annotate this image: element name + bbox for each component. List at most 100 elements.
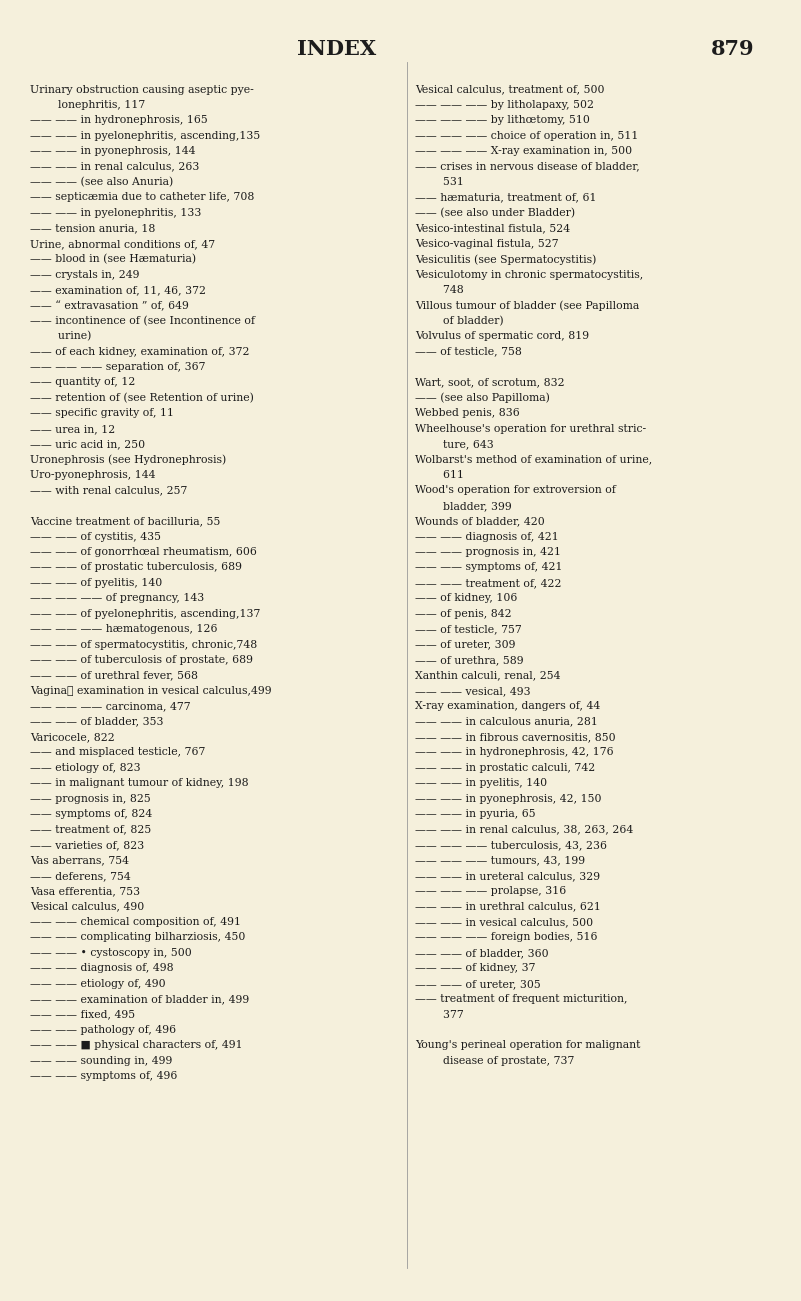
Text: Volvulus of spermatic cord, 819: Volvulus of spermatic cord, 819 bbox=[415, 332, 589, 341]
Text: —— —— —— separation of, 367: —— —— —— separation of, 367 bbox=[30, 362, 206, 372]
Text: —— —— of bladder, 360: —— —— of bladder, 360 bbox=[415, 948, 549, 958]
Text: —— —— in ureteral calculus, 329: —— —— in ureteral calculus, 329 bbox=[415, 870, 600, 881]
Text: —— specific gravity of, 11: —— specific gravity of, 11 bbox=[30, 409, 175, 419]
Text: lonephritis, 117: lonephritis, 117 bbox=[30, 100, 146, 111]
Text: Webbed penis, 836: Webbed penis, 836 bbox=[415, 409, 520, 419]
Text: —— —— ■ physical characters of, 491: —— —— ■ physical characters of, 491 bbox=[30, 1041, 243, 1050]
Text: —— —— in hydronephrosis, 165: —— —— in hydronephrosis, 165 bbox=[30, 116, 208, 125]
Text: —— examination of, 11, 46, 372: —— examination of, 11, 46, 372 bbox=[30, 285, 207, 295]
Text: —— urea in, 12: —— urea in, 12 bbox=[30, 424, 115, 433]
Text: 748: 748 bbox=[415, 285, 464, 295]
Text: Vas aberrans, 754: Vas aberrans, 754 bbox=[30, 856, 130, 865]
Text: —— —— of urethral fever, 568: —— —— of urethral fever, 568 bbox=[30, 670, 199, 680]
Text: Wolbarst's method of examination of urine,: Wolbarst's method of examination of urin… bbox=[415, 454, 652, 464]
Text: —— —— of pyelonephritis, ascending,137: —— —— of pyelonephritis, ascending,137 bbox=[30, 609, 261, 619]
Text: —— —— treatment of, 422: —— —— treatment of, 422 bbox=[415, 578, 562, 588]
Text: —— of kidney, 106: —— of kidney, 106 bbox=[415, 593, 517, 604]
Text: Xanthin calculi, renal, 254: Xanthin calculi, renal, 254 bbox=[415, 670, 561, 680]
Text: —— —— —— of pregnancy, 143: —— —— —— of pregnancy, 143 bbox=[30, 593, 205, 604]
Text: —— —— in hydronephrosis, 42, 176: —— —— in hydronephrosis, 42, 176 bbox=[415, 748, 614, 757]
Text: Vesiculotomy in chronic spermatocystitis,: Vesiculotomy in chronic spermatocystitis… bbox=[415, 269, 643, 280]
Text: —— of testicle, 758: —— of testicle, 758 bbox=[415, 346, 521, 356]
Text: —— —— in pyelitis, 140: —— —— in pyelitis, 140 bbox=[415, 778, 547, 788]
Text: —— symptoms of, 824: —— symptoms of, 824 bbox=[30, 809, 153, 820]
Text: —— —— in calculous anuria, 281: —— —— in calculous anuria, 281 bbox=[415, 717, 598, 727]
Text: Vesico-vaginal fistula, 527: Vesico-vaginal fistula, 527 bbox=[415, 239, 558, 248]
Text: —— —— —— carcinoma, 477: —— —— —— carcinoma, 477 bbox=[30, 701, 191, 712]
Text: —— of each kidney, examination of, 372: —— of each kidney, examination of, 372 bbox=[30, 346, 250, 356]
Text: of bladder): of bladder) bbox=[415, 316, 504, 327]
Text: —— quantity of, 12: —— quantity of, 12 bbox=[30, 377, 136, 388]
Text: —— tension anuria, 18: —— tension anuria, 18 bbox=[30, 224, 156, 233]
Text: Vesiculitis (see Spermatocystitis): Vesiculitis (see Spermatocystitis) bbox=[415, 254, 596, 264]
Text: —— —— of cystitis, 435: —— —— of cystitis, 435 bbox=[30, 532, 162, 541]
Text: —— —— —— tuberculosis, 43, 236: —— —— —— tuberculosis, 43, 236 bbox=[415, 840, 607, 850]
Text: Wart, soot, of scrotum, 832: Wart, soot, of scrotum, 832 bbox=[415, 377, 565, 388]
Text: —— —— of bladder, 353: —— —— of bladder, 353 bbox=[30, 717, 164, 727]
Text: —— —— chemical composition of, 491: —— —— chemical composition of, 491 bbox=[30, 917, 241, 928]
Text: Wheelhouse's operation for urethral stric-: Wheelhouse's operation for urethral stri… bbox=[415, 424, 646, 433]
Text: —— —— of kidney, 37: —— —— of kidney, 37 bbox=[415, 963, 535, 973]
Text: —— —— sounding in, 499: —— —— sounding in, 499 bbox=[30, 1056, 173, 1066]
Text: —— —— of tuberculosis of prostate, 689: —— —— of tuberculosis of prostate, 689 bbox=[30, 654, 253, 665]
Text: —— —— —— tumours, 43, 199: —— —— —— tumours, 43, 199 bbox=[415, 856, 585, 865]
Text: —— —— pathology of, 496: —— —— pathology of, 496 bbox=[30, 1025, 176, 1036]
Text: 377: 377 bbox=[415, 1010, 464, 1020]
Text: Urinary obstruction causing aseptic pye-: Urinary obstruction causing aseptic pye- bbox=[30, 85, 254, 95]
Text: —— blood in (see Hæmaturia): —— blood in (see Hæmaturia) bbox=[30, 254, 196, 264]
Text: 611: 611 bbox=[415, 470, 464, 480]
Text: Vesical calculus, 490: Vesical calculus, 490 bbox=[30, 902, 145, 912]
Text: —— —— in pyelonephritis, ascending,135: —— —— in pyelonephritis, ascending,135 bbox=[30, 131, 260, 141]
Text: —— of ureter, 309: —— of ureter, 309 bbox=[415, 640, 515, 649]
Text: —— crises in nervous disease of bladder,: —— crises in nervous disease of bladder, bbox=[415, 161, 640, 172]
Text: —— —— —— prolapse, 316: —— —— —— prolapse, 316 bbox=[415, 886, 566, 896]
Text: —— —— in renal calculus, 263: —— —— in renal calculus, 263 bbox=[30, 161, 199, 172]
Text: 879: 879 bbox=[711, 39, 755, 60]
Text: Wounds of bladder, 420: Wounds of bladder, 420 bbox=[415, 516, 545, 526]
Text: —— —— • cystoscopy in, 500: —— —— • cystoscopy in, 500 bbox=[30, 948, 192, 958]
Text: Vesical calculus, treatment of, 500: Vesical calculus, treatment of, 500 bbox=[415, 85, 605, 95]
Text: —— treatment of frequent micturition,: —— treatment of frequent micturition, bbox=[415, 994, 627, 1004]
Text: —— hæmaturia, treatment of, 61: —— hæmaturia, treatment of, 61 bbox=[415, 193, 597, 203]
Text: —— —— —— hæmatogenous, 126: —— —— —— hæmatogenous, 126 bbox=[30, 624, 218, 634]
Text: —— —— diagnosis of, 421: —— —— diagnosis of, 421 bbox=[415, 532, 558, 541]
Text: —— of urethra, 589: —— of urethra, 589 bbox=[415, 654, 524, 665]
Text: —— —— prognosis in, 421: —— —— prognosis in, 421 bbox=[415, 546, 561, 557]
Text: —— —— diagnosis of, 498: —— —— diagnosis of, 498 bbox=[30, 963, 174, 973]
Text: —— of penis, 842: —— of penis, 842 bbox=[415, 609, 512, 619]
Text: —— treatment of, 825: —— treatment of, 825 bbox=[30, 825, 151, 834]
Text: —— —— etiology of, 490: —— —— etiology of, 490 bbox=[30, 978, 166, 989]
Text: —— of testicle, 757: —— of testicle, 757 bbox=[415, 624, 521, 634]
Text: —— —— vesical, 493: —— —— vesical, 493 bbox=[415, 686, 530, 696]
Text: —— uric acid in, 250: —— uric acid in, 250 bbox=[30, 440, 146, 449]
Text: —— —— complicating bilharziosis, 450: —— —— complicating bilharziosis, 450 bbox=[30, 933, 246, 942]
Text: —— —— in pyonephrosis, 144: —— —— in pyonephrosis, 144 bbox=[30, 146, 196, 156]
Text: —— —— —— by lithœtomy, 510: —— —— —— by lithœtomy, 510 bbox=[415, 116, 590, 125]
Text: INDEX: INDEX bbox=[297, 39, 376, 60]
Text: —— —— of gonorrhœal rheumatism, 606: —— —— of gonorrhœal rheumatism, 606 bbox=[30, 546, 257, 557]
Text: Vaginaℓ examination in vesical calculus,499: Vaginaℓ examination in vesical calculus,… bbox=[30, 686, 272, 696]
Text: ture, 643: ture, 643 bbox=[415, 440, 493, 449]
Text: —— prognosis in, 825: —— prognosis in, 825 bbox=[30, 794, 151, 804]
Text: —— retention of (see Retention of urine): —— retention of (see Retention of urine) bbox=[30, 393, 254, 403]
Text: —— septicæmia due to catheter life, 708: —— septicæmia due to catheter life, 708 bbox=[30, 193, 255, 203]
Text: —— —— in fibrous cavernositis, 850: —— —— in fibrous cavernositis, 850 bbox=[415, 732, 615, 742]
Text: —— —— fixed, 495: —— —— fixed, 495 bbox=[30, 1010, 135, 1020]
Text: —— —— symptoms of, 421: —— —— symptoms of, 421 bbox=[415, 562, 562, 572]
Text: Urine, abnormal conditions of, 47: Urine, abnormal conditions of, 47 bbox=[30, 239, 215, 248]
Text: —— —— —— foreign bodies, 516: —— —— —— foreign bodies, 516 bbox=[415, 933, 598, 942]
Text: —— —— in pyuria, 65: —— —— in pyuria, 65 bbox=[415, 809, 536, 820]
Text: X-ray examination, dangers of, 44: X-ray examination, dangers of, 44 bbox=[415, 701, 600, 712]
Text: —— (see also Papilloma): —— (see also Papilloma) bbox=[415, 393, 549, 403]
Text: Vesico-intestinal fistula, 524: Vesico-intestinal fistula, 524 bbox=[415, 224, 570, 233]
Text: Varicocele, 822: Varicocele, 822 bbox=[30, 732, 115, 742]
Text: disease of prostate, 737: disease of prostate, 737 bbox=[415, 1056, 574, 1066]
Text: bladder, 399: bladder, 399 bbox=[415, 501, 512, 511]
Text: —— —— of ureter, 305: —— —— of ureter, 305 bbox=[415, 978, 541, 989]
Text: —— crystals in, 249: —— crystals in, 249 bbox=[30, 269, 140, 280]
Text: Young's perineal operation for malignant: Young's perineal operation for malignant bbox=[415, 1041, 640, 1050]
Text: —— —— —— by litholapaxy, 502: —— —— —— by litholapaxy, 502 bbox=[415, 100, 594, 111]
Text: —— —— of prostatic tuberculosis, 689: —— —— of prostatic tuberculosis, 689 bbox=[30, 562, 243, 572]
Text: Uro-pyonephrosis, 144: Uro-pyonephrosis, 144 bbox=[30, 470, 156, 480]
Text: —— in malignant tumour of kidney, 198: —— in malignant tumour of kidney, 198 bbox=[30, 778, 249, 788]
